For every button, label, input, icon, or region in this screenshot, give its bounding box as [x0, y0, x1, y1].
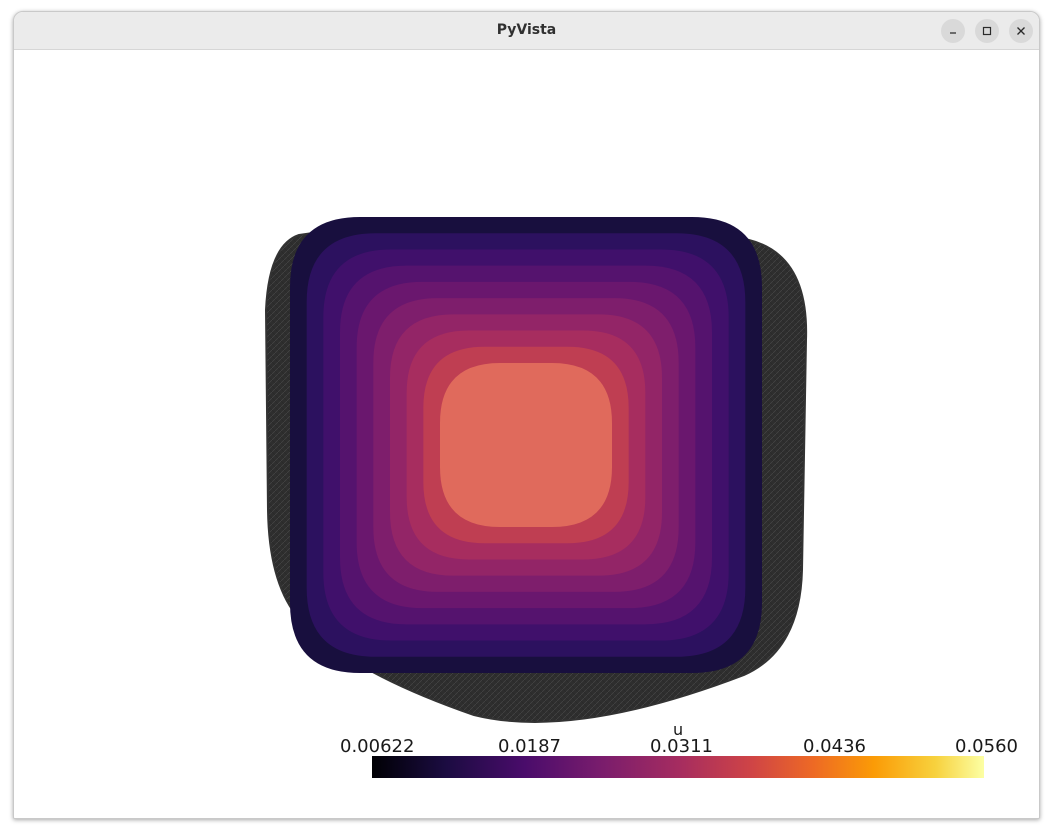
scalar-bar-colorbar [372, 756, 984, 778]
scalar-bar-title: u [673, 720, 684, 739]
scalar-bar-tick-label: 0.00622 [340, 736, 415, 757]
close-button[interactable] [1009, 19, 1033, 43]
close-icon [1017, 27, 1025, 35]
scalar-bar-tick-label: 0.0560 [955, 736, 1018, 757]
maximize-icon [982, 26, 992, 36]
pyvista-window: PyVista [13, 11, 1040, 819]
title-bar[interactable]: PyVista [14, 12, 1039, 50]
contour-band [440, 363, 612, 527]
mesh-render[interactable] [14, 50, 1039, 818]
window-title: PyVista [496, 22, 557, 38]
scalar-bar-tick-label: 0.0436 [803, 736, 866, 757]
scalar-bar-tick-label: 0.0187 [498, 736, 561, 757]
render-viewport[interactable]: u 0.00622 0.0187 0.0311 0.0436 0.0560 [14, 50, 1039, 818]
scalar-bar-tick-label: 0.0311 [650, 736, 713, 757]
contour-bands [264, 217, 808, 723]
maximize-button[interactable] [975, 19, 999, 43]
minimize-button[interactable] [941, 19, 965, 43]
minimize-icon [950, 32, 956, 34]
